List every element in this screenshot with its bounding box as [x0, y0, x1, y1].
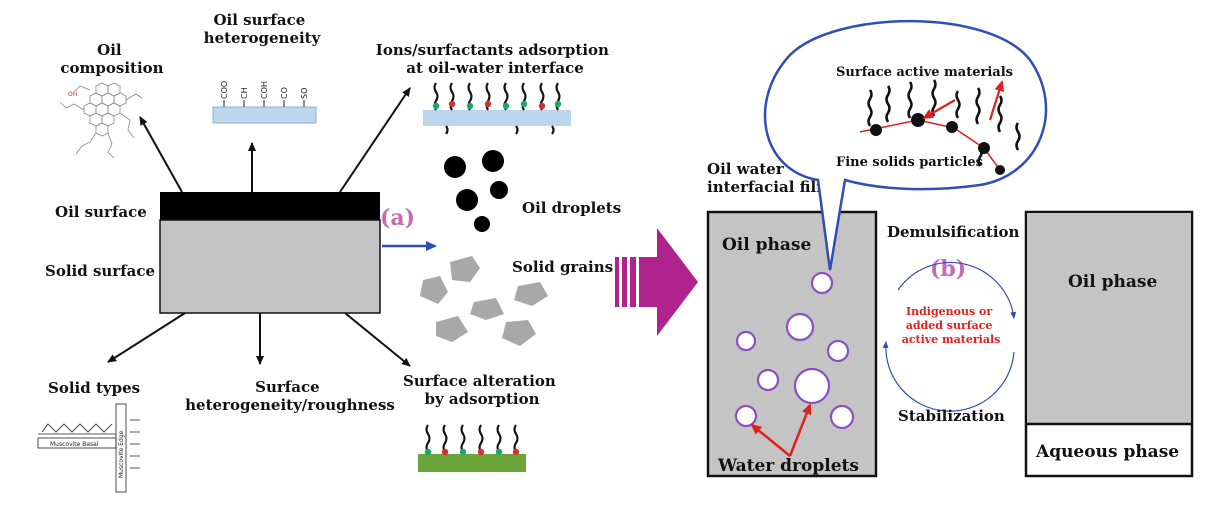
solid-types-label: Solid types — [48, 379, 140, 397]
cycle-arc-bottom — [882, 341, 1015, 412]
oil-surface-heterogeneity-label: Oil surface heterogeneity — [204, 11, 322, 47]
altered-surface-bar — [418, 454, 526, 472]
solid-surface-label: Solid surface — [45, 262, 155, 280]
group-co: CO — [280, 87, 289, 99]
separated-oil-region — [1027, 213, 1191, 424]
oil-phase-right-label: Oil phase — [1068, 272, 1157, 292]
red-arrow-droplet-1 — [750, 423, 791, 457]
callout-bubble — [763, 19, 1048, 271]
emulsion-box — [706, 210, 878, 478]
solid-grains-label: Solid grains — [512, 258, 613, 276]
group-coh: COH — [260, 81, 269, 99]
surfactant-heads — [432, 100, 562, 110]
ions-adsorption-label: Ions/surfactants adsorption at oil-water… — [376, 41, 614, 77]
demulsification-label: Demulsification — [887, 223, 1020, 241]
fine-solids-particles-label: Fine solids particles — [836, 155, 983, 170]
panel-b-letter: (b) — [930, 256, 966, 282]
solid-grains-icon — [420, 256, 548, 346]
oil-phase-left-label: Oil phase — [722, 235, 811, 255]
bubble-surfactant-chains — [867, 79, 1021, 167]
arrow-to-surface-alteration — [344, 312, 411, 367]
indigenous-label: Indigenous or added surface active mater… — [902, 305, 1001, 346]
surface-active-materials-label: Surface active materials — [836, 65, 1013, 80]
altered-surface-surfactants — [425, 424, 519, 453]
solid-block — [159, 219, 381, 314]
group-ch: CH — [240, 87, 249, 99]
oil-layer — [160, 192, 380, 220]
group-so: SO — [300, 88, 309, 99]
heterogeneity-bar — [212, 106, 317, 124]
red-arrow-particle — [922, 99, 956, 120]
surface-alteration-label: Surface alteration by adsorption — [403, 372, 561, 408]
oh-group-mark: OH — [68, 91, 77, 98]
arrow-to-solid-types — [107, 312, 186, 363]
aqueous-phase-label: Aqueous phase — [1035, 442, 1179, 462]
functional-groups: COO CH COH CO SO — [220, 81, 309, 107]
red-arrow-droplet-2 — [788, 403, 812, 457]
oil-surface-label: Oil surface — [55, 203, 147, 221]
oil-droplets-label: Oil droplets — [522, 199, 621, 217]
arrow-to-oil-composition — [139, 116, 183, 193]
water-droplets-label: Water droplets — [717, 456, 859, 476]
red-arrow-surface-active — [988, 80, 1005, 121]
stabilization-label: Stabilization — [898, 407, 1005, 425]
water-droplets — [734, 271, 855, 430]
muscovite-edge-label: Muscovite Edge — [118, 430, 125, 478]
asphaltene-molecule-icon — [59, 82, 143, 159]
altered-surface-heads — [424, 448, 520, 456]
panel-a-letter: (a) — [380, 205, 415, 231]
interfacial-film-label: Oil water interfacial film — [707, 160, 832, 196]
cycle-arc-top — [897, 261, 1017, 319]
surface-roughness-label: Surface heterogeneity/roughness — [185, 378, 395, 414]
muscovite-basal-label: Muscovite Basal — [50, 441, 99, 448]
oil-water-interface-bar — [423, 110, 571, 126]
transition-arrow — [615, 228, 698, 336]
fine-solid-particles — [870, 113, 1005, 175]
muscovite-structure-icon — [37, 403, 140, 493]
group-coo: COO — [220, 81, 229, 99]
oil-droplets-icon — [444, 150, 508, 232]
oil-composition-label: Oil composition — [60, 41, 163, 77]
arrow-to-ions-adsorption — [339, 87, 411, 193]
